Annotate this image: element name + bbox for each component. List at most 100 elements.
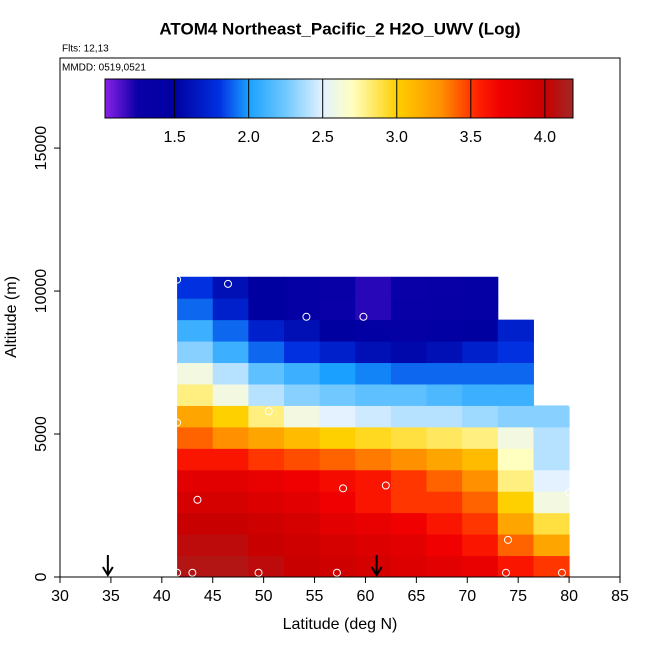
- colorbar-stripe: [535, 79, 538, 118]
- y-tick-label: 10000: [33, 269, 50, 314]
- colorbar-stripe: [553, 79, 556, 118]
- x-tick-label: 60: [357, 588, 375, 605]
- colorbar-stripe: [527, 79, 530, 118]
- heatmap-cell: [319, 491, 356, 514]
- heatmap-cell: [212, 426, 249, 449]
- colorbar-stripe: [123, 79, 126, 118]
- colorbar-stripe: [263, 79, 266, 118]
- heatmap-cell: [497, 383, 534, 406]
- colorbar-stripe: [557, 79, 560, 118]
- heatmap-cell: [462, 405, 499, 428]
- colorbar-stripe: [435, 79, 438, 118]
- heatmap-cell: [248, 491, 285, 514]
- position-arrow: [102, 555, 114, 577]
- colorbar-stripe: [503, 79, 506, 118]
- y-tick-label: 5000: [33, 416, 50, 452]
- heatmap-cell: [355, 512, 392, 535]
- heatmap-cell: [462, 469, 499, 492]
- heatmap-cell: [284, 555, 321, 578]
- heatmap-cell: [355, 491, 392, 514]
- colorbar-stripe: [115, 79, 118, 118]
- colorbar-stripe: [329, 79, 332, 118]
- colorbar-stripe: [517, 79, 520, 118]
- sample-point: [173, 275, 182, 284]
- heatmap-cell: [462, 448, 499, 471]
- colorbar-stripe: [131, 79, 134, 118]
- colorbar-stripe: [181, 79, 184, 118]
- heatmap-cell: [284, 491, 321, 514]
- colorbar-stripe: [399, 79, 402, 118]
- heatmap-cell: [248, 469, 285, 492]
- colorbar-stripe: [185, 79, 188, 118]
- colorbar-stripe: [233, 79, 236, 118]
- colorbar-stripe: [411, 79, 414, 118]
- colorbar-stripe: [505, 79, 508, 118]
- colorbar-stripe: [171, 79, 174, 118]
- colorbar-stripe: [241, 79, 244, 118]
- colorbar-stripe: [389, 79, 392, 118]
- sample-point: [188, 568, 197, 577]
- colorbar-stripe: [109, 79, 112, 118]
- colorbar-stripe: [295, 79, 298, 118]
- heatmap-cell: [248, 298, 285, 321]
- colorbar-stripe: [443, 79, 446, 118]
- colorbar-stripe: [387, 79, 390, 118]
- heatmap-cell: [426, 276, 463, 299]
- colorbar-stripe: [187, 79, 190, 118]
- colorbar-stripe: [447, 79, 450, 118]
- heatmap-cell: [390, 555, 428, 578]
- colorbar-stripe: [269, 79, 272, 118]
- heatmap-cell: [284, 405, 321, 428]
- colorbar-stripe: [429, 79, 432, 118]
- heatmap-cell: [319, 469, 356, 492]
- heatmap-cell: [390, 319, 428, 342]
- colorbar-stripe: [339, 79, 342, 118]
- heatmap-cell: [355, 405, 392, 428]
- sample-point: [332, 568, 341, 577]
- heatmap-cell: [355, 298, 392, 321]
- colorbar-stripe: [569, 79, 572, 118]
- colorbar-stripe: [331, 79, 334, 118]
- colorbar-stripe: [307, 79, 310, 118]
- x-tick-label: 50: [255, 588, 273, 605]
- sample-point: [461, 265, 470, 274]
- heatmap-cell: [426, 448, 463, 471]
- colorbar-stripe: [161, 79, 164, 118]
- heatmap-cell: [497, 405, 534, 428]
- heatmap-cell: [390, 405, 428, 428]
- heatmap-cell: [462, 534, 499, 557]
- heatmap-cell: [462, 512, 499, 535]
- x-tick-label: 35: [102, 588, 120, 605]
- heatmap-cell: [212, 491, 249, 514]
- heatmap-cell: [284, 534, 321, 557]
- heatmap-cell: [497, 362, 534, 385]
- heatmap-cell: [355, 276, 392, 299]
- colorbar-stripe: [293, 79, 296, 118]
- sample-point: [254, 568, 263, 577]
- colorbar-stripe: [305, 79, 308, 118]
- colorbar-stripe: [415, 79, 418, 118]
- colorbar-stripe: [511, 79, 514, 118]
- heatmap-cell: [319, 298, 356, 321]
- heatmap-cell: [497, 491, 534, 514]
- heatmap-cell: [355, 362, 392, 385]
- heatmap-cell: [462, 319, 499, 342]
- heatmap-cell: [284, 276, 321, 299]
- heatmap-cell: [426, 555, 463, 578]
- heatmap-cell: [533, 512, 570, 535]
- colorbar-stripe: [417, 79, 420, 118]
- colorbar-stripe: [351, 79, 354, 118]
- heatmap-cell: [284, 512, 321, 535]
- colorbar-stripe: [483, 79, 486, 118]
- colorbar-stripe: [343, 79, 346, 118]
- heatmap-cell: [355, 534, 392, 557]
- heatmap-cell: [390, 341, 428, 364]
- heatmap-cell: [212, 319, 249, 342]
- heatmap-cell: [355, 341, 392, 364]
- colorbar-stripe: [487, 79, 490, 118]
- colorbar-stripe: [407, 79, 410, 118]
- colorbar-frame: [104, 78, 574, 119]
- colorbar-stripe: [379, 79, 382, 118]
- colorbar-stripe: [439, 79, 442, 118]
- colorbar-stripe: [441, 79, 444, 118]
